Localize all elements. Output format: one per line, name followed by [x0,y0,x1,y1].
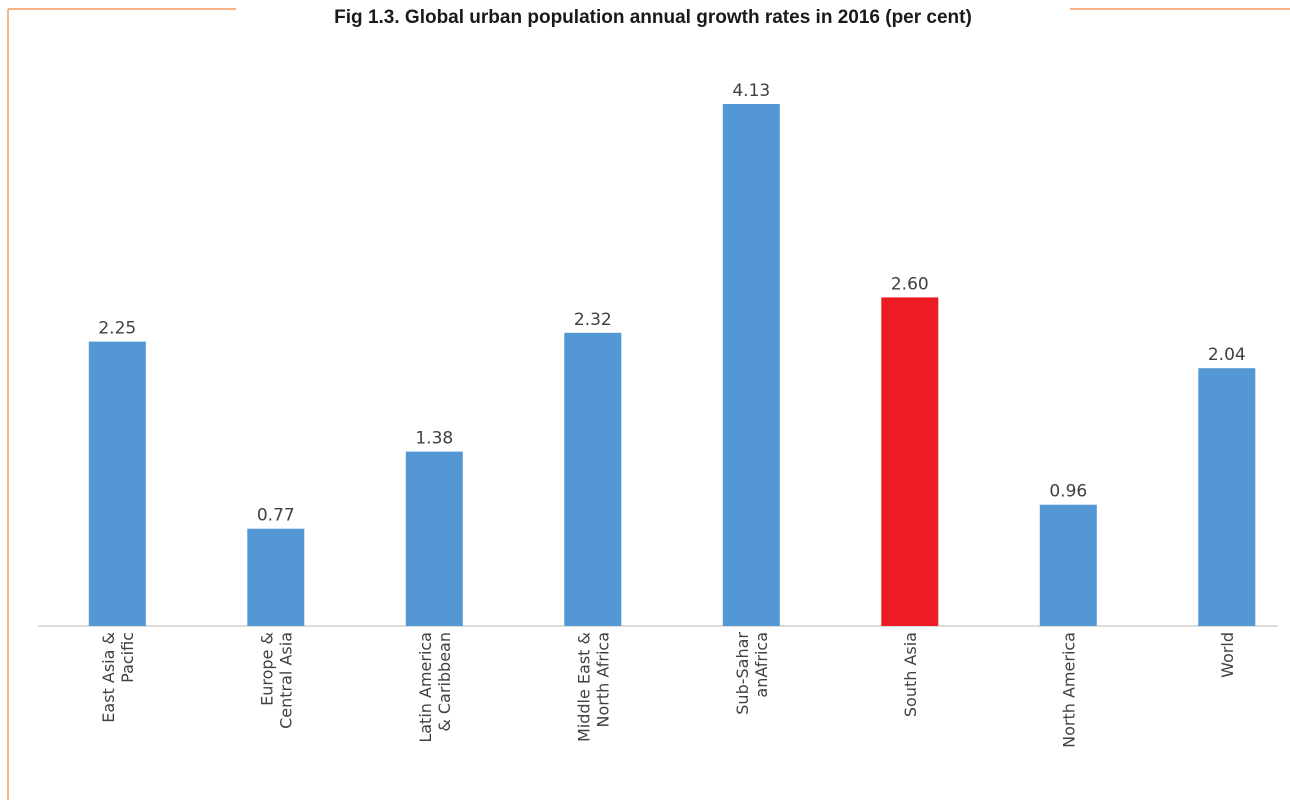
bar-0 [88,341,146,626]
category-label-0-line-0: East Asia & [99,632,118,723]
value-label-2: 1.38 [415,429,453,449]
category-label-6: North America [1059,632,1078,748]
value-label-4: 4.13 [732,81,770,101]
category-label-6-line-0: North America [1059,632,1078,748]
bar-5 [881,297,939,626]
category-label-7-line-0: World [1218,632,1237,678]
category-label-1-line-0: Europe & [257,632,276,706]
category-labels-group: East Asia &Pacific Europe &Central Asia La… [99,632,1237,748]
bar-3 [564,332,622,626]
category-label-3: Middle East &North Africa [574,632,612,742]
value-label-0: 2.25 [98,319,136,339]
category-label-2-line-1: & Caribbean [435,632,454,732]
category-label-1: Europe &Central Asia [257,632,295,729]
bar-4 [722,104,780,626]
category-label-4-line-1: anAfrica [752,632,771,698]
category-label-2-line-0: Latin America [416,632,435,743]
category-label-5-line-0: South Asia [901,632,920,717]
bar-1 [247,528,305,626]
value-label-7: 2.04 [1208,345,1246,365]
value-label-6: 0.96 [1049,482,1087,502]
category-label-4-line-0: Sub-Sahar [733,632,752,715]
bar-7 [1198,368,1256,626]
bar-6 [1039,504,1097,626]
category-label-7: World [1218,632,1237,678]
category-label-0-line-1: Pacific [118,632,137,683]
category-label-5: South Asia [901,632,920,717]
category-label-0: East Asia &Pacific [99,632,137,723]
category-label-3-line-1: North Africa [593,632,612,727]
value-labels-group: 2.25 0.77 1.38 2.32 4.13 2.60 0.96 2.04 [98,81,1245,526]
bar-2 [405,451,463,626]
bars-group [88,104,1256,626]
category-label-1-line-1: Central Asia [276,632,295,729]
value-label-5: 2.60 [891,274,929,294]
category-label-3-line-0: Middle East & [574,632,593,742]
chart-title: Fig 1.3. Global urban population annual … [334,7,972,28]
category-label-4: Sub-SaharanAfrica [733,632,771,715]
frame-border [7,8,1290,800]
category-label-2: Latin America& Caribbean [416,632,454,743]
value-label-1: 0.77 [257,506,295,526]
value-label-3: 2.32 [574,310,612,330]
